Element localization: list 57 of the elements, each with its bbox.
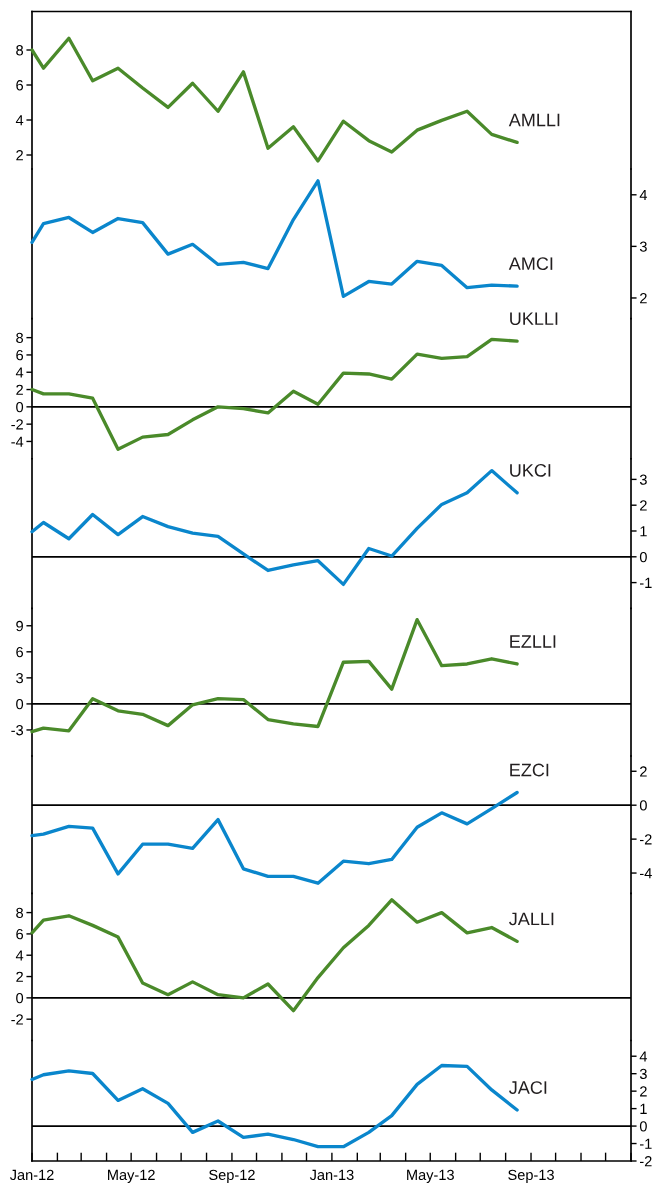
y2-tick-label: 0	[639, 800, 647, 811]
y2-tick-label: 2	[640, 1086, 647, 1097]
y2-tick-label: 3	[639, 1068, 647, 1080]
y2-tick-label: 0	[639, 551, 647, 563]
y2-tick-label: 0	[639, 1121, 647, 1132]
y-tick-label: 8	[16, 907, 24, 919]
y-tick-label: 8	[16, 45, 24, 56]
y-tick-label: 6	[16, 646, 24, 658]
y2-tick-label: -1	[639, 577, 652, 588]
y-tick-label: 9	[16, 620, 23, 632]
y-tick-label: 2	[16, 384, 23, 395]
y2-tick-label: 1	[640, 526, 647, 537]
series-label: AMLLI	[508, 113, 560, 127]
y2-tick-label: -2	[639, 1156, 652, 1167]
y2-tick-label: 3	[639, 474, 647, 485]
y2-tick-label: 1	[640, 1103, 647, 1114]
y-tick-label: 6	[16, 929, 24, 940]
y-tick-label: 0	[16, 699, 24, 710]
y-tick-label: 4	[15, 950, 24, 961]
y2-tick-label: 2	[640, 766, 647, 777]
y-tick-label: 6	[16, 350, 24, 361]
y-tick-label: 4	[15, 367, 24, 378]
y-tick-label: 6	[16, 80, 24, 91]
y-tick-label: -2	[11, 1014, 23, 1025]
y-tick-label: 0	[16, 401, 24, 413]
y-tick-label: 3	[16, 672, 24, 684]
series-label: JACI	[509, 1081, 547, 1094]
series-label: UKCI	[510, 463, 551, 477]
y-tick-label: -2	[11, 419, 23, 430]
y2-tick-label: -2	[639, 834, 652, 845]
series-label: EZLLI	[510, 635, 556, 648]
y-tick-label: -4	[11, 436, 24, 447]
line-series	[30, 790, 519, 885]
y2-tick-label: -1	[639, 1138, 652, 1149]
y-tick-label: 2	[16, 971, 23, 982]
y-tick-label: 0	[16, 992, 24, 1004]
x-tick-label: May-13	[407, 1169, 454, 1183]
series-label: JALLI	[509, 912, 554, 926]
y2-tick-label: 2	[640, 293, 647, 304]
y2-tick-label: -4	[639, 868, 652, 879]
series-label: AMCI	[508, 257, 553, 271]
y-tick-label: 8	[16, 332, 24, 344]
x-tick-label: Sep-13	[508, 1169, 554, 1183]
y-tick-label: 4	[15, 115, 24, 126]
x-tick-label: May-12	[108, 1169, 155, 1183]
y2-tick-label: 4	[639, 1051, 648, 1062]
y-tick-label: -3	[11, 725, 24, 736]
line-series	[30, 337, 519, 451]
x-tick-label: Jan-13	[309, 1169, 354, 1181]
series-label: EZCI	[510, 763, 549, 777]
series-label: UKLLI	[510, 312, 558, 326]
y2-tick-label: 2	[640, 500, 647, 511]
y2-tick-label: 3	[639, 241, 647, 252]
y-tick-label: 2	[16, 150, 23, 161]
x-tick-label: Jan-12	[9, 1169, 54, 1181]
x-tick-label: Sep-12	[209, 1169, 255, 1183]
y2-tick-label: 4	[639, 190, 648, 201]
